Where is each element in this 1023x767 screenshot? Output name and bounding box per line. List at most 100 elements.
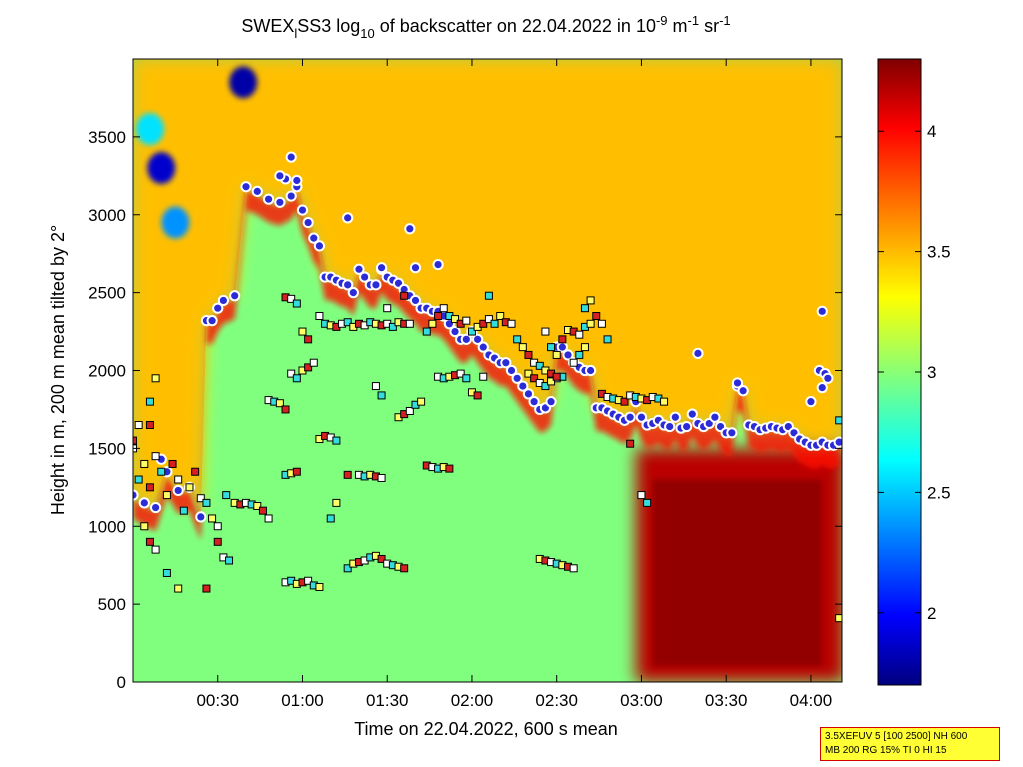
square-point-164: [569, 358, 578, 367]
square-point-128: [462, 316, 471, 325]
x-tick-label-0: 00:30: [196, 691, 239, 710]
square-point-63: [304, 335, 313, 344]
red-region-core: [652, 479, 823, 667]
square-point-165: [575, 350, 584, 359]
layer-point-54: [500, 357, 512, 369]
y-tick-label-1: 500: [98, 595, 126, 614]
layer-point-94: [726, 427, 738, 439]
square-point-158: [547, 377, 556, 386]
square-point-196: [383, 304, 392, 313]
square-point-161: [547, 343, 556, 352]
square-point-44: [309, 358, 318, 367]
layer-point-31: [370, 279, 382, 291]
square-point-19: [145, 537, 154, 546]
layer-point-118: [342, 212, 354, 224]
layer-point-55: [505, 364, 518, 377]
layer-point-27: [347, 287, 359, 299]
square-point-18: [140, 522, 149, 531]
square-point-17: [225, 556, 234, 565]
square-point-163: [558, 335, 567, 344]
colorbar-ticks: 2 2.5 3 3.5 4: [878, 122, 951, 623]
square-point-154: [524, 369, 533, 378]
square-point-101: [377, 391, 386, 400]
square-point-136: [507, 319, 516, 328]
layer-point-130: [731, 377, 744, 389]
square-point-52: [304, 576, 313, 585]
square-point-138: [518, 343, 527, 352]
square-point-77: [388, 322, 397, 331]
square-point-99: [400, 564, 409, 573]
layer-point-0: [133, 489, 139, 501]
layer-point-96: [737, 385, 749, 397]
square-point-180: [637, 491, 646, 500]
y-tick-label-6: 3000: [88, 206, 126, 225]
square-point-157: [541, 382, 550, 391]
y-tick-label-2: 1000: [88, 517, 126, 536]
layer-point-13: [251, 185, 263, 197]
layer-point-29: [359, 271, 371, 283]
y-axis-label: Height in m, 200 m mean tilted by 2°: [48, 225, 68, 515]
square-point-24: [213, 522, 222, 531]
blue-patch-1: [229, 66, 258, 99]
layer-point-116: [274, 170, 286, 182]
square-point-106: [417, 397, 426, 406]
square-point-129: [467, 327, 476, 336]
layer-point-6: [195, 511, 207, 523]
square-point-178: [660, 397, 669, 406]
square-point-104: [405, 406, 414, 415]
square-point-139: [524, 350, 533, 359]
square-point-83: [343, 470, 352, 479]
square-point-133: [490, 319, 499, 328]
layer-point-122: [432, 258, 444, 271]
square-point-189: [835, 416, 842, 425]
layer-point-16: [285, 190, 297, 202]
square-point-191: [133, 436, 137, 445]
square-point-14: [208, 514, 217, 523]
square-point-132: [484, 315, 493, 324]
square-point-150: [586, 319, 595, 328]
chart-title: SWEXlSS3 log10 of backscatter on 22.04.2…: [241, 13, 730, 41]
layer-point-62: [545, 396, 557, 408]
layer-point-49: [472, 333, 484, 345]
y-tick-label-4: 2000: [88, 362, 126, 381]
layer-point-119: [404, 223, 416, 235]
layer-point-45: [449, 325, 461, 338]
square-point-134: [496, 311, 505, 320]
layer-point-84: [669, 411, 681, 423]
colorbar-tick-label-3: 3.5: [927, 243, 951, 262]
square-point-61: [332, 436, 341, 445]
layer-point-78: [635, 411, 648, 423]
layer-point-47: [460, 333, 472, 345]
square-point-8: [174, 475, 183, 484]
square-point-192: [134, 421, 143, 430]
square-point-21: [162, 568, 171, 577]
square-point-181: [643, 498, 652, 507]
square-point-151: [592, 311, 601, 320]
square-point-166: [580, 343, 589, 352]
info-line-1: 3.5XEFUV 5 [100 2500] NH 600: [825, 731, 968, 742]
square-point-30: [253, 502, 262, 511]
layer-point-86: [681, 420, 693, 433]
x-tick-label-1: 01:00: [281, 691, 324, 710]
square-point-1: [134, 475, 143, 484]
square-point-121: [422, 327, 431, 336]
layer-point-91: [709, 411, 721, 423]
square-point-13: [202, 498, 211, 507]
layer-point-117: [291, 174, 303, 187]
layer-point-129: [692, 347, 704, 359]
y-tick-label-3: 1500: [88, 439, 126, 458]
square-point-193: [580, 304, 589, 313]
layer-point-14: [262, 193, 275, 205]
layer-point-19: [302, 216, 314, 229]
layer-point-20: [308, 232, 320, 244]
layer-point-38: [409, 294, 422, 307]
square-point-179: [626, 439, 635, 448]
square-point-119: [473, 391, 482, 400]
x-tick-label-4: 02:30: [535, 691, 578, 710]
square-point-155: [530, 374, 539, 383]
square-point-33: [145, 397, 154, 406]
square-point-100: [371, 382, 380, 391]
square-point-4: [151, 452, 160, 461]
square-point-126: [451, 315, 460, 324]
square-point-141: [535, 361, 544, 370]
